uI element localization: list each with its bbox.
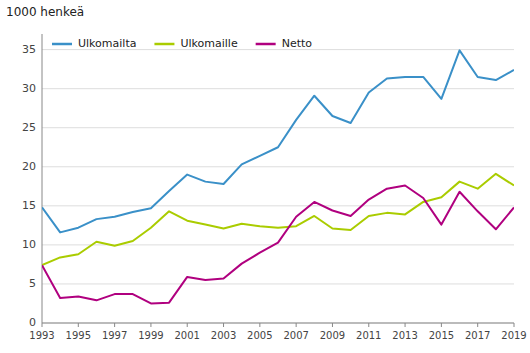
- y-tick-label: 25: [22, 121, 36, 134]
- x-tick: [405, 323, 406, 327]
- y-axis-label: 1000 henkeä: [6, 5, 84, 19]
- y-tick-label: 30: [22, 82, 36, 95]
- chart: 0 5 10 15 20 25 30 35 1993 1995 1997 1999 2001 2003 20…: [0, 0, 530, 353]
- x-tick-label: 2003: [211, 330, 236, 341]
- x-tick-label: 1997: [102, 330, 127, 341]
- x-tick-label: 1999: [138, 330, 163, 341]
- x-tick-label: 2013: [392, 330, 417, 341]
- x-tick: [223, 323, 224, 327]
- x-tick: [259, 323, 260, 327]
- x-axis-line: [42, 323, 514, 324]
- y-tick-label: 20: [22, 160, 36, 173]
- y-tick-label: 5: [29, 277, 36, 290]
- y-grid: [42, 50, 514, 323]
- y-axis-line: [42, 34, 43, 323]
- x-tick: [441, 323, 442, 327]
- x-tick-label: 2001: [175, 330, 200, 341]
- x-tick: [78, 323, 79, 327]
- y-tick-label: 15: [22, 199, 36, 212]
- x-tick: [514, 323, 515, 327]
- x-tick: [368, 323, 369, 327]
- grid-line: [42, 283, 514, 284]
- grid-line: [42, 205, 514, 206]
- legend-swatch: [52, 43, 72, 46]
- x-tick: [150, 323, 151, 327]
- legend-swatch: [154, 43, 174, 46]
- x-tick-label: 2005: [247, 330, 272, 341]
- x-tick-label: 2019: [501, 330, 526, 341]
- legend: Ulkomailta Ulkomaille Netto: [52, 37, 312, 50]
- x-tick: [332, 323, 333, 327]
- lines: [42, 50, 514, 303]
- grid-line: [42, 323, 514, 324]
- grid-line: [42, 127, 514, 128]
- series-line: [42, 50, 514, 232]
- x-tick-label: 1993: [29, 330, 54, 341]
- x-tick: [187, 323, 188, 327]
- x-tick: [114, 323, 115, 327]
- y-tick-label: 0: [29, 316, 36, 329]
- y-tick-label: 10: [22, 238, 36, 251]
- y-tick-label: 35: [22, 43, 36, 56]
- x-tick-label: 1995: [66, 330, 91, 341]
- x-tick-label: 2009: [320, 330, 345, 341]
- x-tick: [477, 323, 478, 327]
- legend-label: Ulkomailta: [78, 37, 136, 50]
- legend-swatch: [256, 43, 276, 46]
- series-line: [42, 186, 514, 304]
- legend-label: Netto: [282, 37, 313, 50]
- x-tick-label: 2011: [356, 330, 381, 341]
- legend-label: Ulkomaille: [180, 37, 237, 50]
- x-tick: [296, 323, 297, 327]
- x-tick-label: 2015: [429, 330, 454, 341]
- grid-line: [42, 88, 514, 89]
- x-tick-label: 2017: [465, 330, 490, 341]
- grid-line: [42, 166, 514, 167]
- x-tick: [42, 323, 43, 327]
- x-tick-label: 2007: [283, 330, 308, 341]
